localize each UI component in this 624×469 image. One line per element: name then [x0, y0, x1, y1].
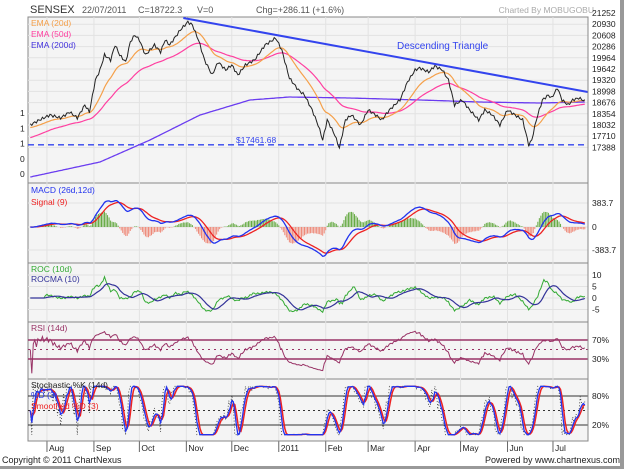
annotation-descending-triangle: Descending Triangle [397, 41, 489, 52]
support-label: $17461.68 [236, 135, 276, 145]
main-y-tick: 17388 [592, 142, 616, 152]
main-y-tick: 18676 [592, 98, 616, 108]
main-y-tick: 20286 [592, 42, 616, 52]
main-y-tick: 20930 [592, 19, 616, 29]
rsi-y-tick: 70% [592, 335, 609, 345]
month-label: 2011 [281, 443, 300, 453]
main-left-tick: 1 [20, 139, 25, 149]
main-left-tick: 1 [20, 108, 25, 118]
rocma-line [30, 283, 586, 311]
month-label: Mar [370, 443, 385, 453]
date-label: 22/07/2011 [82, 5, 126, 15]
main-left-tick: 1 [20, 123, 25, 133]
ema20-line [30, 31, 585, 129]
stoch-y-tick: 20% [592, 420, 609, 430]
month-label: Jun [510, 443, 524, 453]
chart-marks [28, 17, 588, 436]
legend-rsi: RSI (14d) [31, 323, 68, 333]
month-label: May [463, 443, 480, 453]
main-y-tick: 19320 [592, 75, 616, 85]
close-label: C=18722.3 [138, 5, 182, 15]
stoch-d-line [29, 385, 586, 436]
main-y-tick: 19964 [592, 53, 616, 63]
powered-by-label: Powered by www.chartnexus.com [485, 455, 620, 465]
macd-y-tick: 383.7 [592, 198, 614, 208]
stoch-y-tick: 80% [592, 391, 609, 401]
close-price-line [29, 20, 586, 150]
month-label: Jul [555, 443, 566, 453]
legend-rocma: ROCMA (10) [31, 274, 80, 284]
window-shadow-right [620, 0, 624, 469]
main-left-tick: 0 [20, 154, 25, 164]
legend-stoch-d: %D (3) [31, 390, 58, 400]
volume-label: V=0 [197, 5, 213, 15]
legend-stoch-smoothed: Smoothed %D (3) [31, 401, 99, 411]
month-label: Dec [234, 443, 250, 453]
month-label: Sep [96, 443, 111, 453]
main-y-tick: 21252 [592, 8, 616, 18]
main-y-tick: 18032 [592, 120, 616, 130]
main-legend: EMA (20d) EMA (50d) EMA (200d) [31, 18, 76, 50]
charted-by-label: Charted By MOBUGOBU [499, 5, 594, 15]
descending-triangle-line [183, 17, 588, 93]
roc-y-tick: 0 [592, 293, 597, 303]
roc-line [30, 275, 586, 314]
legend-stoch-k: Stochastic %K (14d) [31, 380, 108, 390]
window-shadow-bottom [0, 466, 624, 469]
macd-signal-line [30, 201, 585, 254]
macd-y-tick: -383.7 [592, 245, 616, 255]
main-y-tick: 18998 [592, 86, 616, 96]
rsi-y-tick: 30% [592, 354, 609, 364]
legend-signal: Signal (9) [31, 197, 68, 207]
macd-line [30, 200, 585, 258]
main-y-tick: 20608 [592, 30, 616, 40]
rsi-line [29, 330, 586, 374]
month-label: Nov [188, 443, 204, 453]
change-label: Chg=+286.11 (+1.6%) [256, 5, 344, 15]
main-left-tick: 0 [20, 169, 25, 179]
legend-roc: ROC (10d) [31, 264, 72, 274]
ema50-line [30, 42, 585, 139]
month-label: Aug [49, 443, 64, 453]
month-label: Apr [417, 443, 430, 453]
legend-ema50: EMA (50d) [31, 29, 71, 39]
main-y-tick: 17710 [592, 131, 616, 141]
legend-macd: MACD (26d,12d) [31, 185, 95, 195]
legend-ema20: EMA (20d) [31, 18, 71, 28]
macd-y-tick: 0 [592, 222, 597, 232]
roc-y-tick: -5 [592, 305, 600, 315]
main-y-tick: 18354 [592, 109, 616, 119]
month-label: Feb [328, 443, 343, 453]
legend-ema200: EMA (200d) [31, 40, 76, 50]
roc-y-tick: 5 [592, 282, 597, 292]
copyright-label: Copyright © 2011 ChartNexus [2, 455, 122, 465]
symbol-label: SENSEX [30, 4, 75, 16]
month-label: Oct [141, 443, 155, 453]
roc-y-tick: 10 [592, 270, 602, 280]
axis-labels: Aug Sep Oct Nov Dec 2011 Feb Mar Apr May Jun Jul 212… [20, 8, 616, 453]
main-y-tick: 19642 [592, 64, 616, 74]
